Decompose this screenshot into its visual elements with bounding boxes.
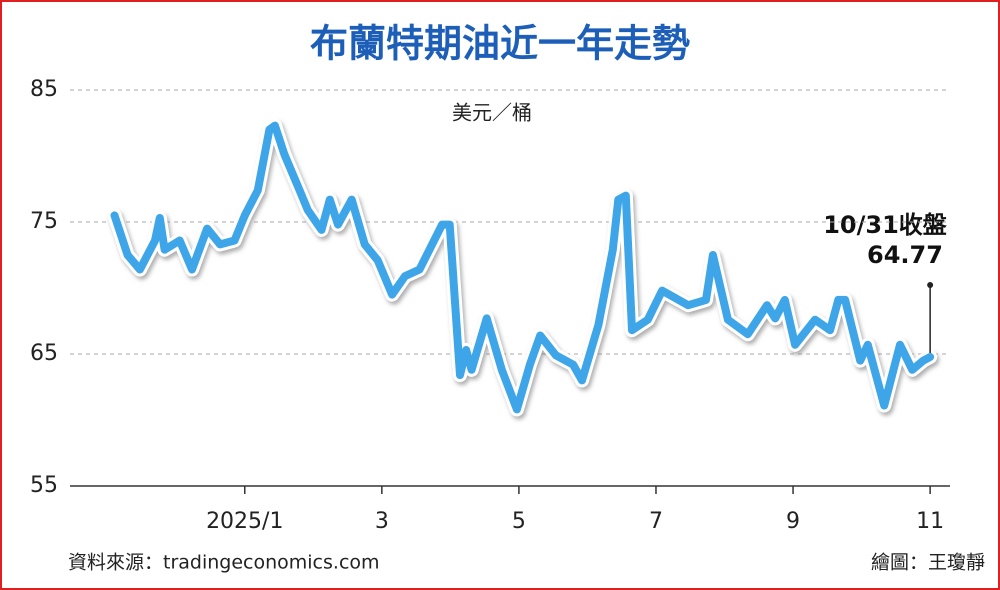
y-tick-label: 65: [30, 341, 58, 366]
x-tick-label: 2025/1: [206, 509, 283, 534]
chart-title: 布蘭特期油近一年走勢: [310, 22, 690, 66]
x-tick-label: 7: [649, 509, 663, 534]
y-unit: 美元／桶: [452, 101, 532, 125]
y-tick-label: 75: [30, 209, 58, 234]
x-tick-label: 3: [375, 509, 389, 534]
y-tick-label: 85: [30, 77, 58, 102]
credit: 繪圖：王瓊靜: [871, 552, 985, 574]
x-tick-label: 5: [512, 509, 526, 534]
annotation: 10/31收盤: [823, 211, 948, 239]
x-tick-label: 9: [786, 509, 800, 534]
leader-dot: [927, 282, 934, 288]
x-tick-label: 11: [916, 509, 944, 534]
y-tick-label: 55: [30, 473, 58, 498]
last-value-label: 64.77: [867, 241, 943, 269]
line: [110, 121, 935, 414]
source: 資料來源：tradingeconomics.com: [68, 552, 380, 574]
